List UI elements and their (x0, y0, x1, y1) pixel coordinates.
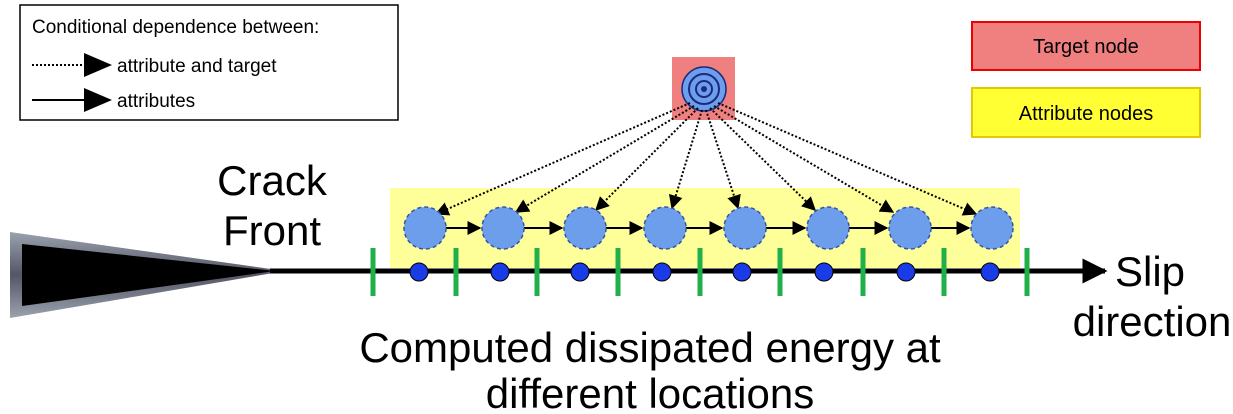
attribute-key-box (971, 87, 1201, 138)
legend-item: attribute and target (117, 56, 277, 77)
location-ticks (370, 248, 1030, 296)
target-key-box (971, 21, 1201, 71)
caption: different locations (486, 370, 814, 414)
legend-arrowhead (84, 53, 112, 77)
legend-item: attributes (117, 91, 195, 112)
target-key-label: Target node (1033, 36, 1139, 58)
legend-arrowhead (84, 88, 112, 112)
crack-core (22, 244, 275, 306)
crack-label: Crack (217, 157, 328, 204)
attribute-key-label: Attribute nodes (1019, 103, 1154, 125)
target-arrows (434, 102, 978, 216)
legend-title: Conditional dependence between: (32, 17, 319, 38)
slip-label: Slip (1115, 248, 1185, 295)
target-node (681, 66, 727, 112)
attribute-nodes (403, 206, 1014, 250)
legend: Conditional dependence between: attribut… (19, 4, 399, 121)
energy-points (409, 262, 1000, 282)
crack-label: Front (223, 207, 321, 254)
caption: Computed dissipated energy at (359, 324, 941, 371)
slip-label: direction (1073, 298, 1232, 345)
